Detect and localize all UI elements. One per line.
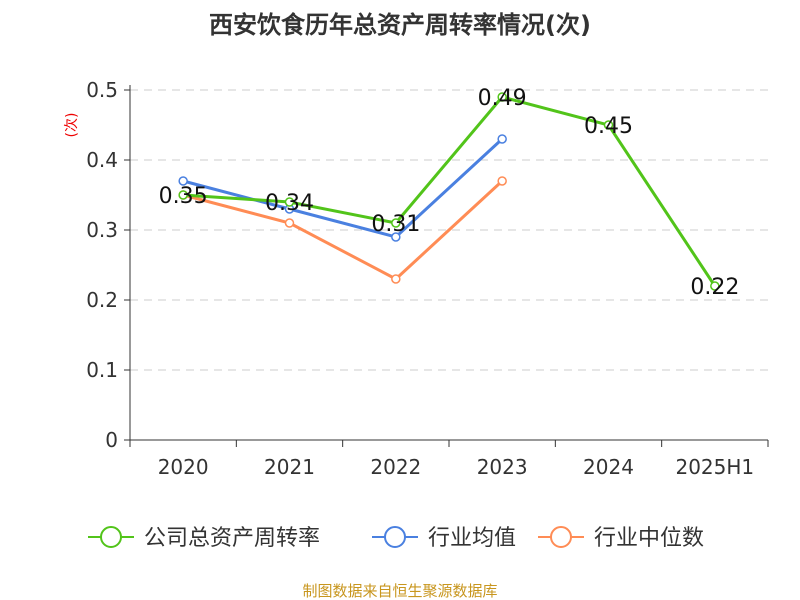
data-point [284, 197, 295, 207]
series-line [183, 95, 717, 287]
x-tick-label: 2023 [477, 455, 528, 479]
data-label: 0.45 [584, 114, 633, 139]
data-point [178, 190, 188, 200]
data-label: 0.22 [690, 275, 739, 300]
x-tick-label: 2020 [158, 455, 209, 479]
legend-marker [550, 526, 572, 548]
data-point [603, 120, 614, 130]
data-point [391, 218, 401, 228]
y-axis-label: (次) [64, 113, 80, 138]
y-tick-label: 0.4 [86, 148, 118, 172]
chart-title: 西安饮食历年总资产周转率情况(次) [209, 11, 591, 39]
data-point [497, 176, 507, 186]
legend-label: 行业均值 [428, 526, 516, 551]
data-point [178, 176, 188, 186]
source-note: 制图数据来自恒生聚源数据库 [302, 582, 497, 600]
data-point [391, 232, 401, 242]
x-tick-label: 2024 [583, 455, 634, 479]
y-tick-label: 0.1 [86, 358, 118, 382]
data-label: 0.35 [159, 184, 208, 209]
data-label: 0.49 [478, 86, 527, 111]
data-label: 0.31 [371, 212, 420, 237]
y-tick-label: 0.2 [86, 288, 118, 312]
y-tick-label: 0.5 [86, 78, 118, 102]
x-tick-label: 2021 [264, 455, 315, 479]
y-tick-label: 0.3 [86, 218, 118, 242]
x-tick-label: 2025H1 [675, 455, 754, 479]
series-line [182, 137, 504, 239]
x-tick-label: 2022 [370, 455, 421, 479]
data-label: 0.34 [265, 191, 314, 216]
data-point [391, 274, 401, 284]
series-line [182, 179, 504, 281]
y-tick-label: 0 [105, 428, 118, 452]
legend-marker [384, 526, 406, 548]
legend-marker [100, 526, 122, 548]
data-point [710, 281, 720, 291]
legend-label: 行业中位数 [594, 526, 704, 551]
legend-label: 公司总资产周转率 [144, 526, 320, 551]
data-point [284, 218, 295, 228]
data-point [497, 134, 507, 144]
data-point [497, 92, 507, 102]
